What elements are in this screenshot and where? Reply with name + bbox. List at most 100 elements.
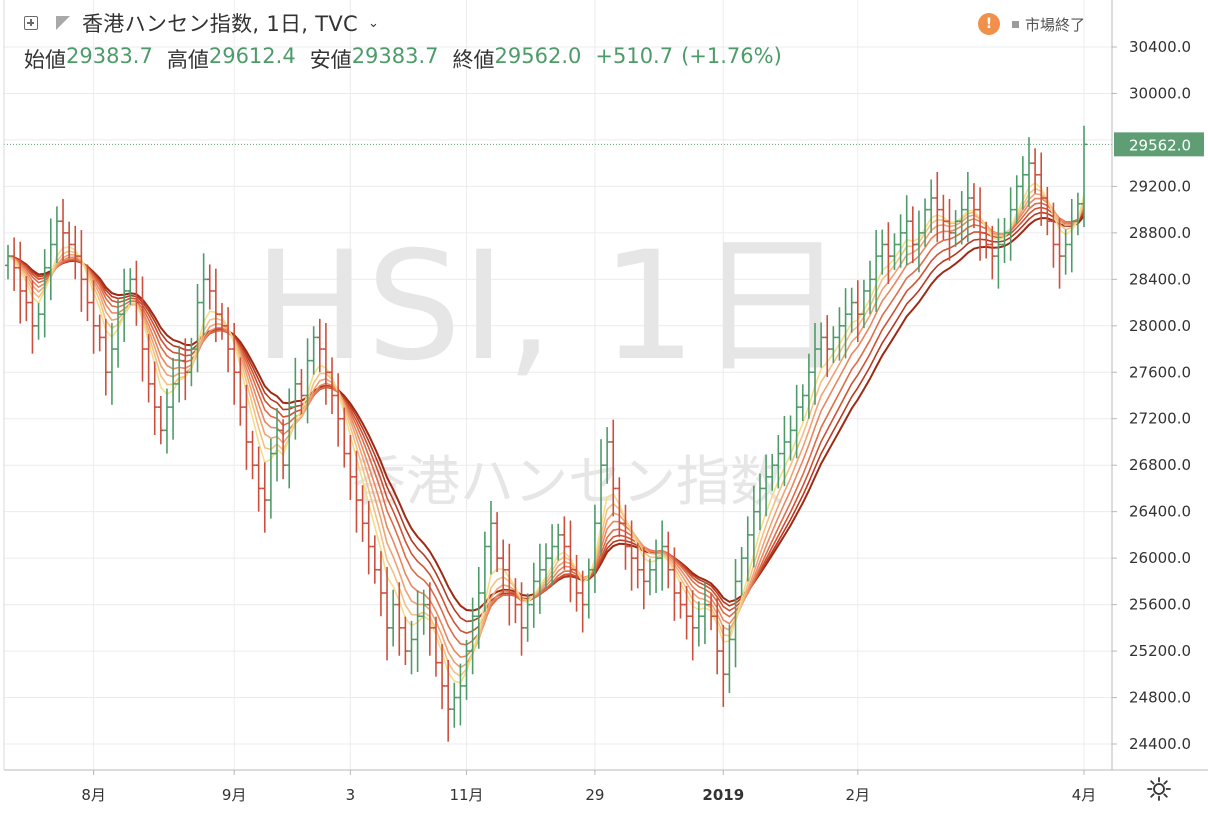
- ohlc-bar[interactable]: [848, 287, 855, 333]
- ohlc-bar[interactable]: [958, 191, 965, 245]
- ohlc-bar[interactable]: [255, 446, 262, 512]
- ohlc-bar[interactable]: [732, 559, 739, 668]
- y-axis[interactable]: 30400.0 30000.0 29200.0 28800.0 28400.0 28000…: [1112, 38, 1191, 753]
- ohlc-bar[interactable]: [604, 427, 611, 484]
- ohlc-bar[interactable]: [390, 589, 397, 647]
- ohlc-bar[interactable]: [885, 222, 892, 284]
- ohlc-bar[interactable]: [659, 520, 666, 591]
- ohlc-bar[interactable]: [1025, 137, 1032, 208]
- ohlc-bar[interactable]: [41, 249, 48, 338]
- ohlc-bar[interactable]: [426, 582, 433, 656]
- ohlc-bar[interactable]: [237, 357, 244, 426]
- ohlc-bar[interactable]: [909, 206, 916, 264]
- ohlc-bar[interactable]: [677, 581, 684, 619]
- ohlc-bar[interactable]: [952, 210, 959, 247]
- ohlc-bar[interactable]: [1068, 198, 1075, 273]
- ohlc-bar[interactable]: [29, 280, 36, 354]
- ohlc-bar[interactable]: [983, 221, 990, 259]
- settings-gear-icon[interactable]: [1146, 776, 1172, 802]
- ohlc-bar[interactable]: [763, 454, 770, 517]
- ohlc-bar[interactable]: [384, 566, 391, 661]
- ohlc-bar[interactable]: [671, 547, 678, 621]
- ohlc-bar[interactable]: [964, 171, 971, 243]
- symbol-title[interactable]: 香港ハンセン指数, 1日, TVC: [82, 12, 359, 36]
- ohlc-bar[interactable]: [579, 570, 586, 633]
- ohlc-bar[interactable]: [341, 407, 348, 468]
- ohlc-bar[interactable]: [1038, 152, 1045, 226]
- ohlc-bar[interactable]: [494, 512, 501, 573]
- x-axis[interactable]: 8月 9月 3 11月 29 2019 2月 4月: [81, 770, 1096, 804]
- ohlc-bar[interactable]: [683, 586, 690, 640]
- ohlc-bar[interactable]: [432, 616, 439, 677]
- ohlc-bar[interactable]: [812, 323, 818, 405]
- ohlc-bar[interactable]: [310, 326, 317, 375]
- ohlc-bar[interactable]: [463, 639, 470, 700]
- ohlc-bar[interactable]: [567, 520, 574, 603]
- ohlc-bar[interactable]: [1056, 218, 1063, 289]
- ohlc-bar[interactable]: [781, 415, 788, 487]
- ohlc-bar[interactable]: [212, 268, 219, 343]
- ohlc-bar[interactable]: [903, 195, 910, 266]
- ohlc-bar[interactable]: [402, 616, 409, 666]
- ohlc-bar[interactable]: [261, 462, 268, 533]
- ohlc-bar[interactable]: [873, 230, 880, 312]
- ohlc-bar[interactable]: [879, 229, 886, 275]
- ohlc-bar[interactable]: [756, 473, 763, 531]
- ohlc-bar[interactable]: [860, 279, 867, 329]
- ohlc-bar[interactable]: [726, 624, 733, 693]
- ohlc-bar[interactable]: [1032, 148, 1039, 194]
- ohlc-bar[interactable]: [322, 323, 329, 405]
- ohlc-bar[interactable]: [121, 268, 128, 343]
- ohlc-bar[interactable]: [995, 218, 1002, 289]
- ohlc-bar[interactable]: [970, 183, 977, 229]
- ohlc-bar[interactable]: [1044, 186, 1051, 236]
- ohlc-bar[interactable]: [274, 408, 280, 482]
- ohlc-bar[interactable]: [267, 438, 274, 519]
- ohlc-bar[interactable]: [127, 268, 134, 305]
- ohlc-bar[interactable]: [500, 539, 507, 593]
- ohlc-bar[interactable]: [182, 338, 189, 401]
- ohlc-bar[interactable]: [1001, 217, 1008, 264]
- ohlc-bar[interactable]: [628, 520, 635, 591]
- ohlc-bar[interactable]: [738, 546, 745, 596]
- ohlc-bar[interactable]: [439, 644, 446, 710]
- ohlc-bar[interactable]: [591, 504, 598, 593]
- ohlc-bar[interactable]: [102, 318, 109, 396]
- ohlc-bar[interactable]: [665, 531, 672, 589]
- ohlc-bar[interactable]: [298, 369, 305, 415]
- ohlc-bar[interactable]: [72, 225, 79, 280]
- ohlc-bar[interactable]: [286, 388, 293, 489]
- ohlc-bar[interactable]: [506, 543, 513, 626]
- ohlc-bar[interactable]: [701, 582, 708, 645]
- ohlc-bar[interactable]: [371, 535, 378, 584]
- ohlc-bar[interactable]: [891, 233, 898, 271]
- ohlc-bar[interactable]: [243, 384, 250, 470]
- ohlc-bar[interactable]: [922, 198, 929, 247]
- ohlc-bar[interactable]: [830, 326, 837, 363]
- ohlc-bar[interactable]: [200, 253, 207, 336]
- ohlc-bar[interactable]: [231, 323, 238, 405]
- ohlc-bar[interactable]: [805, 353, 812, 419]
- ohlc-bar[interactable]: [47, 218, 54, 301]
- ohlc-bar[interactable]: [610, 419, 617, 517]
- ohlc-bar[interactable]: [555, 523, 562, 561]
- ohlc-bar[interactable]: [66, 221, 73, 259]
- ohlc-bar[interactable]: [622, 504, 629, 570]
- ohlc-bar[interactable]: [475, 566, 482, 649]
- ohlc-bar[interactable]: [157, 395, 164, 445]
- ohlc-bar[interactable]: [133, 260, 140, 326]
- ohlc-bar[interactable]: [359, 485, 366, 542]
- ohlc-bar[interactable]: [176, 345, 183, 403]
- ohlc-bar[interactable]: [451, 682, 458, 728]
- ohlc-bar[interactable]: [915, 210, 922, 273]
- ohlc-bar[interactable]: [1062, 229, 1069, 275]
- ohlc-bar[interactable]: [573, 554, 580, 612]
- ohlc-bar[interactable]: [977, 187, 984, 261]
- ohlc-bar[interactable]: [396, 582, 403, 656]
- ohlc-bar[interactable]: [989, 225, 996, 280]
- ohlc-bar[interactable]: [585, 558, 592, 619]
- ohlc-bar[interactable]: [695, 601, 702, 647]
- ohlc-bar[interactable]: [1019, 156, 1026, 210]
- ohlc-bar[interactable]: [793, 384, 800, 459]
